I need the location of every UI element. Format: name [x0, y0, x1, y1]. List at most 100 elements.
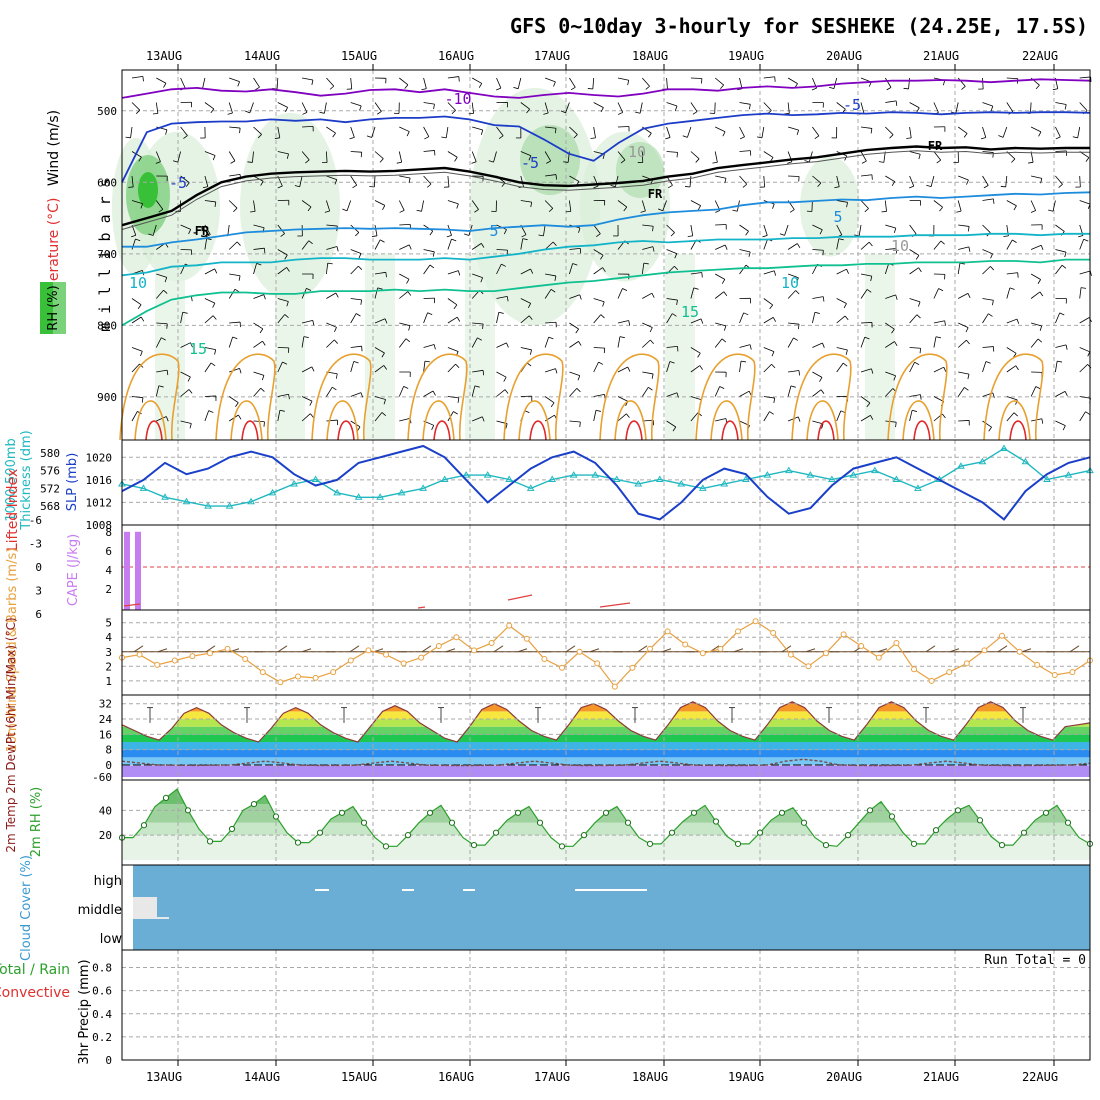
wind-barb — [957, 263, 961, 275]
wind-barb — [323, 102, 327, 114]
wind-barb — [447, 347, 459, 352]
wind-barb — [871, 368, 874, 374]
wind-barb — [651, 292, 655, 298]
wind-barb — [253, 294, 264, 299]
wind-barb — [988, 313, 993, 317]
date-label-bottom: 13AUG — [146, 1070, 182, 1084]
wind-barb — [202, 77, 206, 89]
cloud-high-gap — [575, 889, 647, 891]
wind-barb — [1055, 264, 1063, 275]
wind-barb — [498, 135, 504, 139]
wind-barb — [204, 175, 209, 187]
wind-barb — [998, 135, 1004, 138]
thickness-axis-label-unit: Thickness (dm) — [19, 430, 34, 530]
wind-barb — [374, 347, 385, 354]
wind-barb — [771, 351, 775, 357]
wind-barb — [172, 160, 178, 163]
wind-barb — [787, 161, 793, 164]
wind-barb — [895, 422, 897, 428]
wind-barb — [451, 110, 456, 115]
thickness-point — [569, 471, 578, 478]
wind-barb — [593, 102, 604, 108]
wind-barb — [1038, 131, 1042, 137]
thickness-point — [505, 475, 514, 482]
thickness-point — [376, 493, 385, 500]
wind-barb — [860, 126, 872, 129]
wind-barb — [690, 318, 702, 324]
rh-point — [558, 843, 566, 850]
wind-barb — [408, 177, 411, 183]
wind-barb — [886, 87, 892, 91]
wind-speed-point — [735, 628, 741, 635]
wind-speed-point — [823, 650, 829, 657]
wind-barb — [795, 290, 800, 295]
wind-barb — [383, 399, 386, 405]
wind-barb — [811, 87, 817, 91]
wind-barb — [453, 304, 458, 310]
wind-barb — [1006, 239, 1013, 250]
wind-barb — [131, 316, 142, 324]
wind-barb — [233, 207, 238, 212]
wind-barb — [472, 369, 484, 373]
wind-barb — [909, 175, 915, 187]
thickness-point — [806, 471, 815, 478]
wind-barb — [294, 185, 300, 188]
pressure-tick-label: 800 — [97, 319, 117, 332]
date-label-bottom: 18AUG — [632, 1070, 668, 1084]
wind-barb — [329, 85, 335, 90]
wind-barb — [860, 396, 871, 404]
date-label-top: 21AUG — [923, 49, 959, 63]
wind-barb — [204, 298, 216, 304]
wind-barb — [350, 249, 362, 254]
wind-barb — [957, 339, 967, 348]
contour-label: -5 — [521, 154, 539, 172]
wind-barb — [968, 246, 971, 252]
thickness-point — [397, 488, 406, 496]
wind-barb — [1030, 338, 1039, 348]
wind-barb — [674, 253, 678, 259]
li-tick-label: 6 — [35, 608, 42, 621]
wind-speed-point — [207, 650, 213, 657]
wind-barb — [522, 238, 528, 241]
temperature-contour-30 — [145, 420, 163, 441]
wind-barb — [911, 409, 918, 412]
wind-barb — [933, 151, 942, 161]
wind-barb — [458, 76, 460, 82]
wind-barb — [301, 366, 313, 373]
wind-barb — [202, 186, 208, 189]
wind-speed-point — [682, 641, 689, 648]
wind-barb — [374, 396, 386, 400]
wind-barb — [610, 184, 616, 188]
slp-tick-label: 1012 — [86, 496, 113, 509]
date-label-bottom: 17AUG — [534, 1070, 570, 1084]
temperature-contour-30 — [1009, 420, 1027, 441]
wind-barb — [917, 301, 921, 307]
temperature-band — [122, 749, 1090, 758]
wind-barb — [1065, 344, 1068, 350]
wind-speed-point — [1034, 661, 1041, 668]
wind-barb — [277, 185, 283, 189]
wind-barb — [674, 105, 678, 111]
cape-bar — [135, 531, 141, 610]
wind-barb — [166, 323, 168, 329]
wind-barb — [689, 175, 692, 187]
wind-speed-point — [383, 651, 389, 658]
rh-point — [646, 840, 654, 847]
wind-barb — [284, 107, 288, 113]
wind-barb — [593, 126, 596, 138]
wind-barb — [302, 77, 313, 81]
wind-barb — [204, 238, 208, 250]
wind-barb — [544, 77, 556, 83]
wind-barb — [488, 160, 494, 163]
wind-barb — [787, 77, 798, 84]
wind-barb — [1035, 386, 1041, 390]
wind-barb — [966, 339, 970, 345]
wind-barb — [399, 126, 410, 132]
wind-barb — [819, 377, 823, 382]
rh-band — [122, 822, 1090, 836]
wind-barb — [498, 311, 504, 314]
wind-barb — [617, 77, 629, 81]
contour-label: -10 — [444, 90, 471, 108]
wind-barb — [682, 135, 688, 138]
temperature-contour-30 — [721, 420, 739, 441]
